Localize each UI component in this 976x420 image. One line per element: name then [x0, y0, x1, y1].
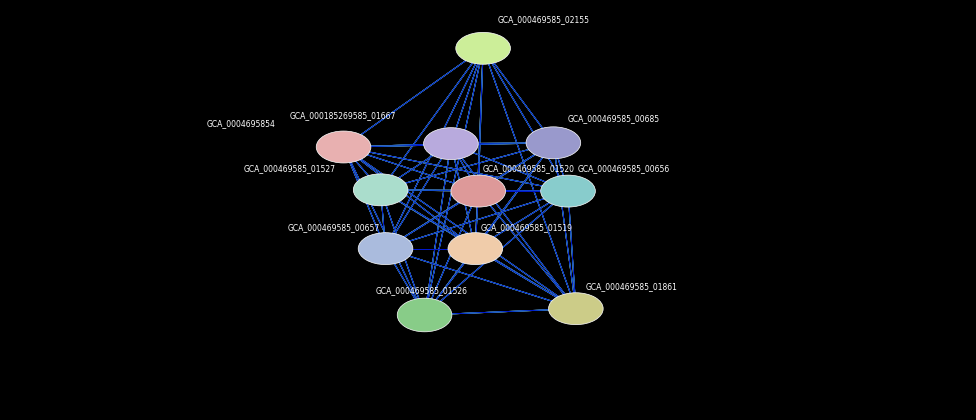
- Text: GCA_000469585_00685: GCA_000469585_00685: [568, 114, 660, 123]
- Text: GCA_000185269585_01667: GCA_000185269585_01667: [290, 112, 396, 121]
- Text: GCA_000469585_00656: GCA_000469585_00656: [578, 165, 671, 173]
- Text: GCA_000469585_01527: GCA_000469585_01527: [244, 164, 336, 173]
- Ellipse shape: [424, 128, 478, 160]
- Ellipse shape: [397, 298, 452, 332]
- Ellipse shape: [549, 293, 603, 325]
- Ellipse shape: [541, 175, 595, 207]
- Text: GCA_0004695854: GCA_0004695854: [207, 119, 276, 128]
- Ellipse shape: [448, 233, 503, 265]
- Ellipse shape: [526, 127, 581, 159]
- Ellipse shape: [358, 233, 413, 265]
- Text: GCA_000469585_02155: GCA_000469585_02155: [498, 15, 590, 24]
- Ellipse shape: [451, 175, 506, 207]
- Ellipse shape: [353, 174, 408, 206]
- Ellipse shape: [316, 131, 371, 163]
- Ellipse shape: [456, 32, 510, 64]
- Text: GCA_000469585_01520: GCA_000469585_01520: [483, 165, 575, 173]
- Text: GCA_000469585_00657: GCA_000469585_00657: [288, 223, 381, 232]
- Text: GCA_000469585_01861: GCA_000469585_01861: [586, 282, 677, 291]
- Text: GCA_000469585_01519: GCA_000469585_01519: [480, 223, 572, 232]
- Text: GCA_000469585_01526: GCA_000469585_01526: [376, 286, 468, 295]
